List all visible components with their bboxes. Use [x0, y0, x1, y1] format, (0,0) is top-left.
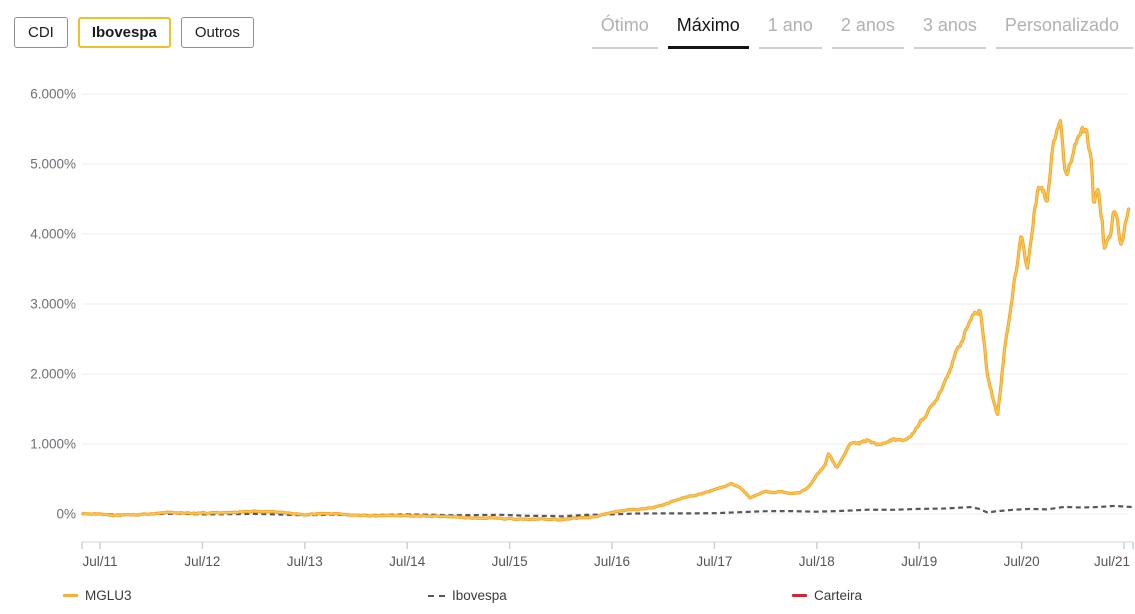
legend-item-mglu3[interactable]: MGLU3 [63, 588, 132, 603]
x-tick-label: Jul/13 [287, 554, 323, 569]
tab-label: Personalizado [1004, 15, 1119, 35]
legend-swatch-ibovespa [428, 594, 445, 597]
tab-1-ano[interactable]: 1 ano [758, 12, 822, 49]
y-tick-label: 6.000% [30, 87, 76, 102]
y-tick-label: 5.000% [30, 157, 76, 172]
x-tick-label: Jul/21 [1094, 554, 1130, 569]
ibovespa-button[interactable]: Ibovespa [77, 17, 171, 48]
tab-personalizado[interactable]: Personalizado [995, 12, 1133, 49]
tab-maximo[interactable]: Máximo [667, 12, 749, 49]
x-tick-label: Jul/11 [82, 554, 117, 569]
series-mglu3-line[interactable] [81, 119, 1131, 522]
tab-underline [913, 47, 986, 49]
period-tabs: Ótimo Máximo 1 ano 2 anos 3 anos Personalizad… [591, 12, 1133, 49]
tab-label: 1 ano [767, 15, 813, 35]
tab-label: 3 anos [922, 15, 977, 35]
x-tick-label: Jul/18 [799, 554, 835, 569]
gridlines [82, 93, 1128, 515]
x-axis [81, 541, 1134, 549]
x-tick-label: Jul/12 [184, 554, 220, 569]
y-tick-label: 2.000% [30, 367, 76, 382]
tab-underline [758, 47, 822, 49]
y-tick-label: 4.000% [30, 227, 76, 242]
y-axis-labels: 6.000% 5.000% 4.000% 3.000% 2.000% 1.000% 0% [30, 87, 76, 522]
legend-swatch-carteira [792, 594, 807, 597]
tab-label: Máximo [676, 15, 740, 35]
x-tick-label: Jul/16 [594, 554, 630, 569]
x-tick-label: Jul/14 [389, 554, 426, 569]
legend-item-ibovespa[interactable]: Ibovespa [428, 588, 507, 603]
x-tick-label: Jul/15 [492, 554, 528, 569]
tab-underline [995, 47, 1133, 49]
y-tick-label: 0% [56, 507, 76, 522]
tab-label: Ótimo [600, 15, 649, 35]
tab-underline [591, 47, 658, 49]
legend-label: Carteira [814, 588, 863, 603]
chart-header: CDI Ibovespa Outros Ótimo Máximo 1 ano 2 anos… [0, 0, 1135, 60]
y-tick-label: 1.000% [30, 437, 76, 452]
tab-underline [831, 47, 904, 49]
y-tick-label: 3.000% [30, 297, 76, 312]
legend-swatch-mglu3 [63, 594, 78, 597]
x-tick-label: Jul/17 [696, 554, 732, 569]
tab-3-anos[interactable]: 3 anos [913, 12, 986, 49]
legend-label: Ibovespa [452, 588, 507, 603]
x-axis-labels: Jul/11 Jul/12 Jul/13 Jul/14 Jul/15 Jul/16 Jul/… [82, 554, 1130, 569]
x-tick-label: Jul/20 [1004, 554, 1040, 569]
series-ibovespa-line[interactable] [82, 504, 1133, 518]
tab-2-anos[interactable]: 2 anos [831, 12, 904, 49]
cdi-button[interactable]: CDI [14, 17, 68, 48]
tab-otimo[interactable]: Ótimo [591, 12, 658, 49]
tab-underline [667, 46, 749, 49]
legend-item-carteira[interactable]: Carteira [792, 588, 862, 603]
x-tick-label: Jul/19 [901, 554, 937, 569]
outros-button[interactable]: Outros [180, 17, 254, 48]
benchmark-buttons: CDI Ibovespa Outros [14, 17, 254, 48]
chart-legend: MGLU3 Ibovespa Carteira [0, 586, 1135, 614]
legend-label: MGLU3 [85, 588, 132, 603]
tab-label: 2 anos [840, 15, 895, 35]
series-mglu3-line-highlight [82, 120, 1130, 521]
performance-chart[interactable]: 6.000% 5.000% 4.000% 3.000% 2.000% 1.000% 0% Ju… [0, 60, 1135, 580]
